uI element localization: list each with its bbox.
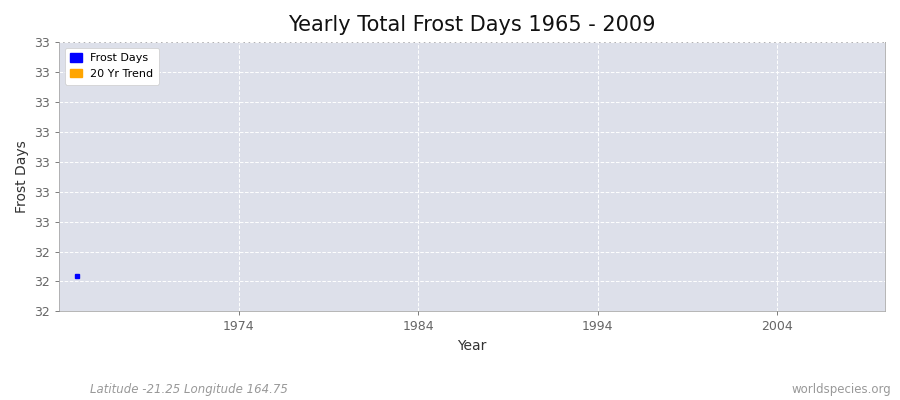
Text: worldspecies.org: worldspecies.org: [791, 383, 891, 396]
Text: Latitude -21.25 Longitude 164.75: Latitude -21.25 Longitude 164.75: [90, 383, 288, 396]
Y-axis label: Frost Days: Frost Days: [15, 140, 29, 213]
X-axis label: Year: Year: [457, 339, 487, 353]
Legend: Frost Days, 20 Yr Trend: Frost Days, 20 Yr Trend: [65, 48, 159, 84]
Title: Yearly Total Frost Days 1965 - 2009: Yearly Total Frost Days 1965 - 2009: [288, 15, 656, 35]
